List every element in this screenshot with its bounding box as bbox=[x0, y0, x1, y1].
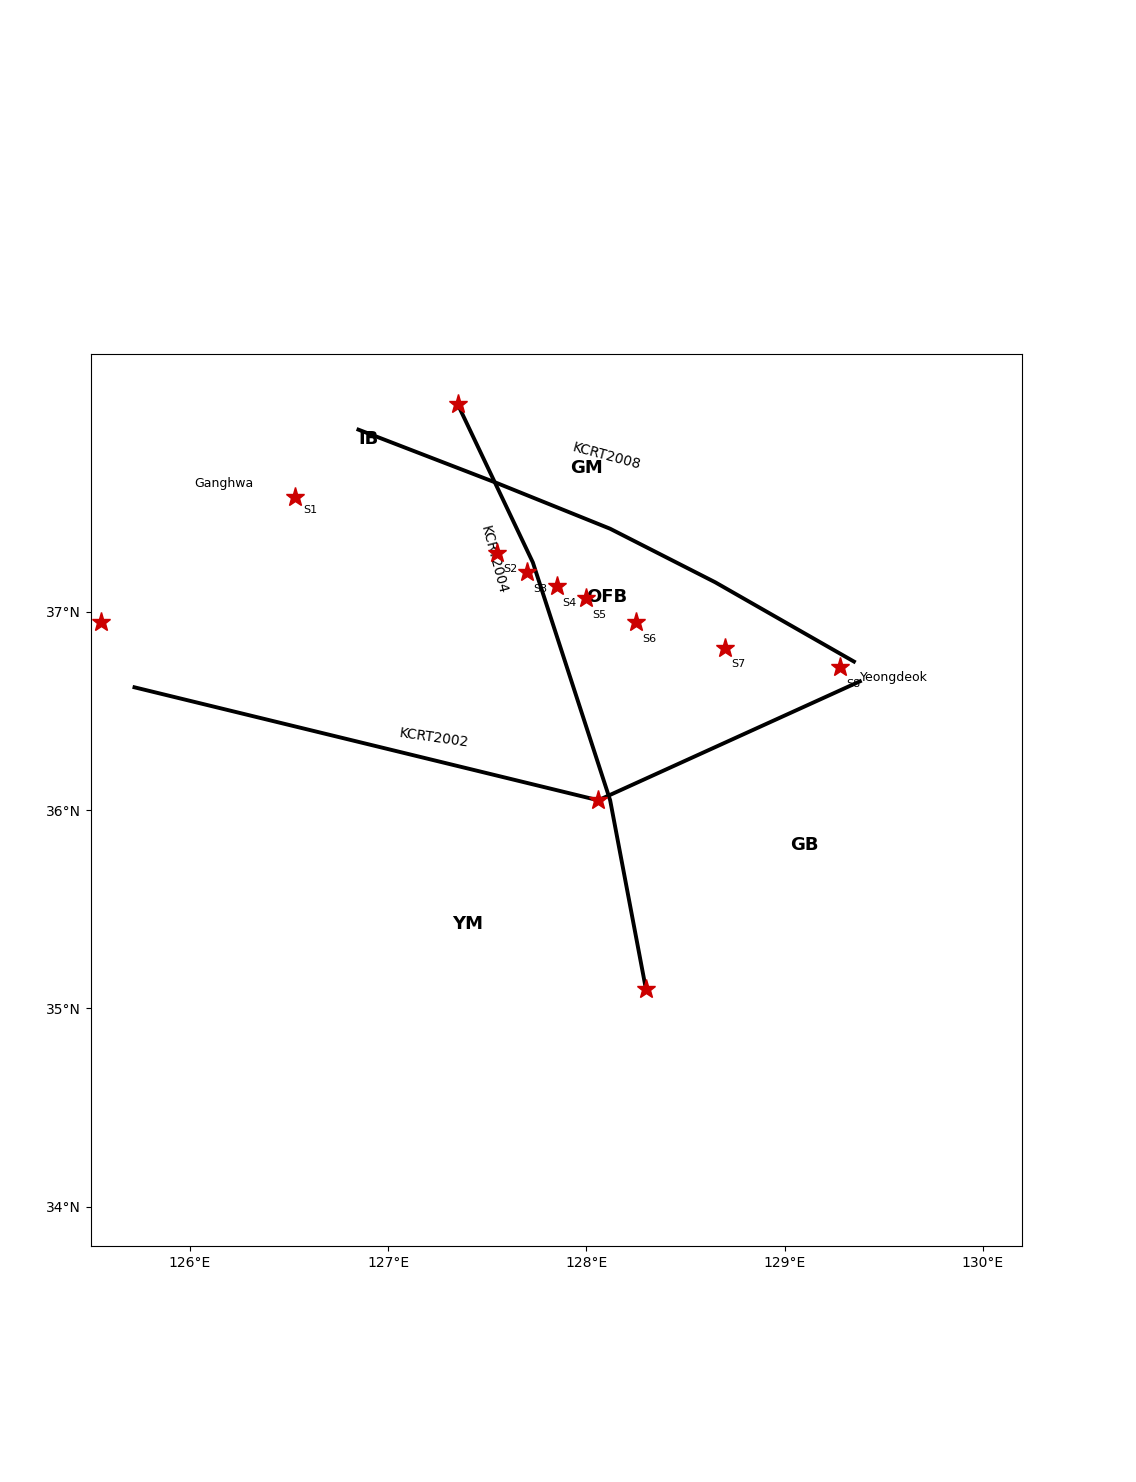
Text: S6: S6 bbox=[642, 634, 655, 643]
Text: OFB: OFB bbox=[586, 588, 627, 606]
Text: KCRT2004: KCRT2004 bbox=[477, 523, 509, 596]
Text: IB: IB bbox=[358, 430, 378, 448]
Text: KCRT2008: KCRT2008 bbox=[570, 440, 642, 473]
Text: S3: S3 bbox=[533, 584, 546, 594]
Text: GM: GM bbox=[570, 459, 603, 477]
Text: S7: S7 bbox=[732, 659, 745, 670]
Text: S5: S5 bbox=[592, 611, 607, 619]
Text: S1: S1 bbox=[303, 505, 317, 514]
Text: Ganghwa: Ganghwa bbox=[194, 477, 253, 491]
Text: Yeongdeok: Yeongdeok bbox=[860, 671, 928, 685]
Text: S4: S4 bbox=[562, 599, 577, 608]
Text: GB: GB bbox=[791, 836, 819, 854]
Text: S2: S2 bbox=[503, 565, 517, 575]
Text: YM: YM bbox=[452, 914, 483, 934]
Text: S8: S8 bbox=[846, 679, 860, 689]
Text: KCRT2002: KCRT2002 bbox=[398, 726, 469, 750]
